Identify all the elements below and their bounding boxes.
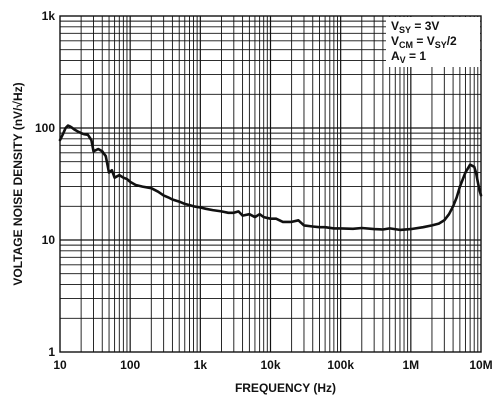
plot-grid (60, 16, 481, 352)
annotation-vsy: VSY = 3V (391, 19, 439, 35)
x-tick-label: 1k (194, 358, 208, 372)
x-tick-label: 10 (53, 358, 67, 372)
x-tick-label: 10k (260, 358, 280, 372)
y-tick-label: 10 (42, 233, 56, 247)
x-tick-label: 1M (402, 358, 419, 372)
x-tick-label: 10M (469, 358, 492, 372)
x-tick-label: 100k (327, 358, 354, 372)
y-tick-label: 100 (35, 121, 55, 135)
annotation-av: AV = 1 (391, 49, 426, 65)
plot-frame (59, 15, 482, 353)
x-tick-labels: 10 100 1k 10k 100k 1M 10M (53, 358, 492, 372)
annotation-box (386, 17, 480, 67)
x-tick-label: 100 (120, 358, 140, 372)
x-axis-title: FREQUENCY (Hz) (235, 381, 336, 395)
y-tick-label: 1 (48, 345, 55, 359)
annotation-vcm: VCM = VSY/2 (391, 34, 457, 50)
y-tick-label: 1k (42, 9, 56, 23)
noise-density-line (58, 124, 483, 232)
y-tick-labels: 1 10 100 1k (35, 9, 55, 359)
y-axis-title: VOLTAGE NOISE DENSITY (nV/√Hz) (11, 82, 25, 285)
conditions-annotation: VSY = 3V VCM = VSY/2 AV = 1 (386, 17, 480, 67)
